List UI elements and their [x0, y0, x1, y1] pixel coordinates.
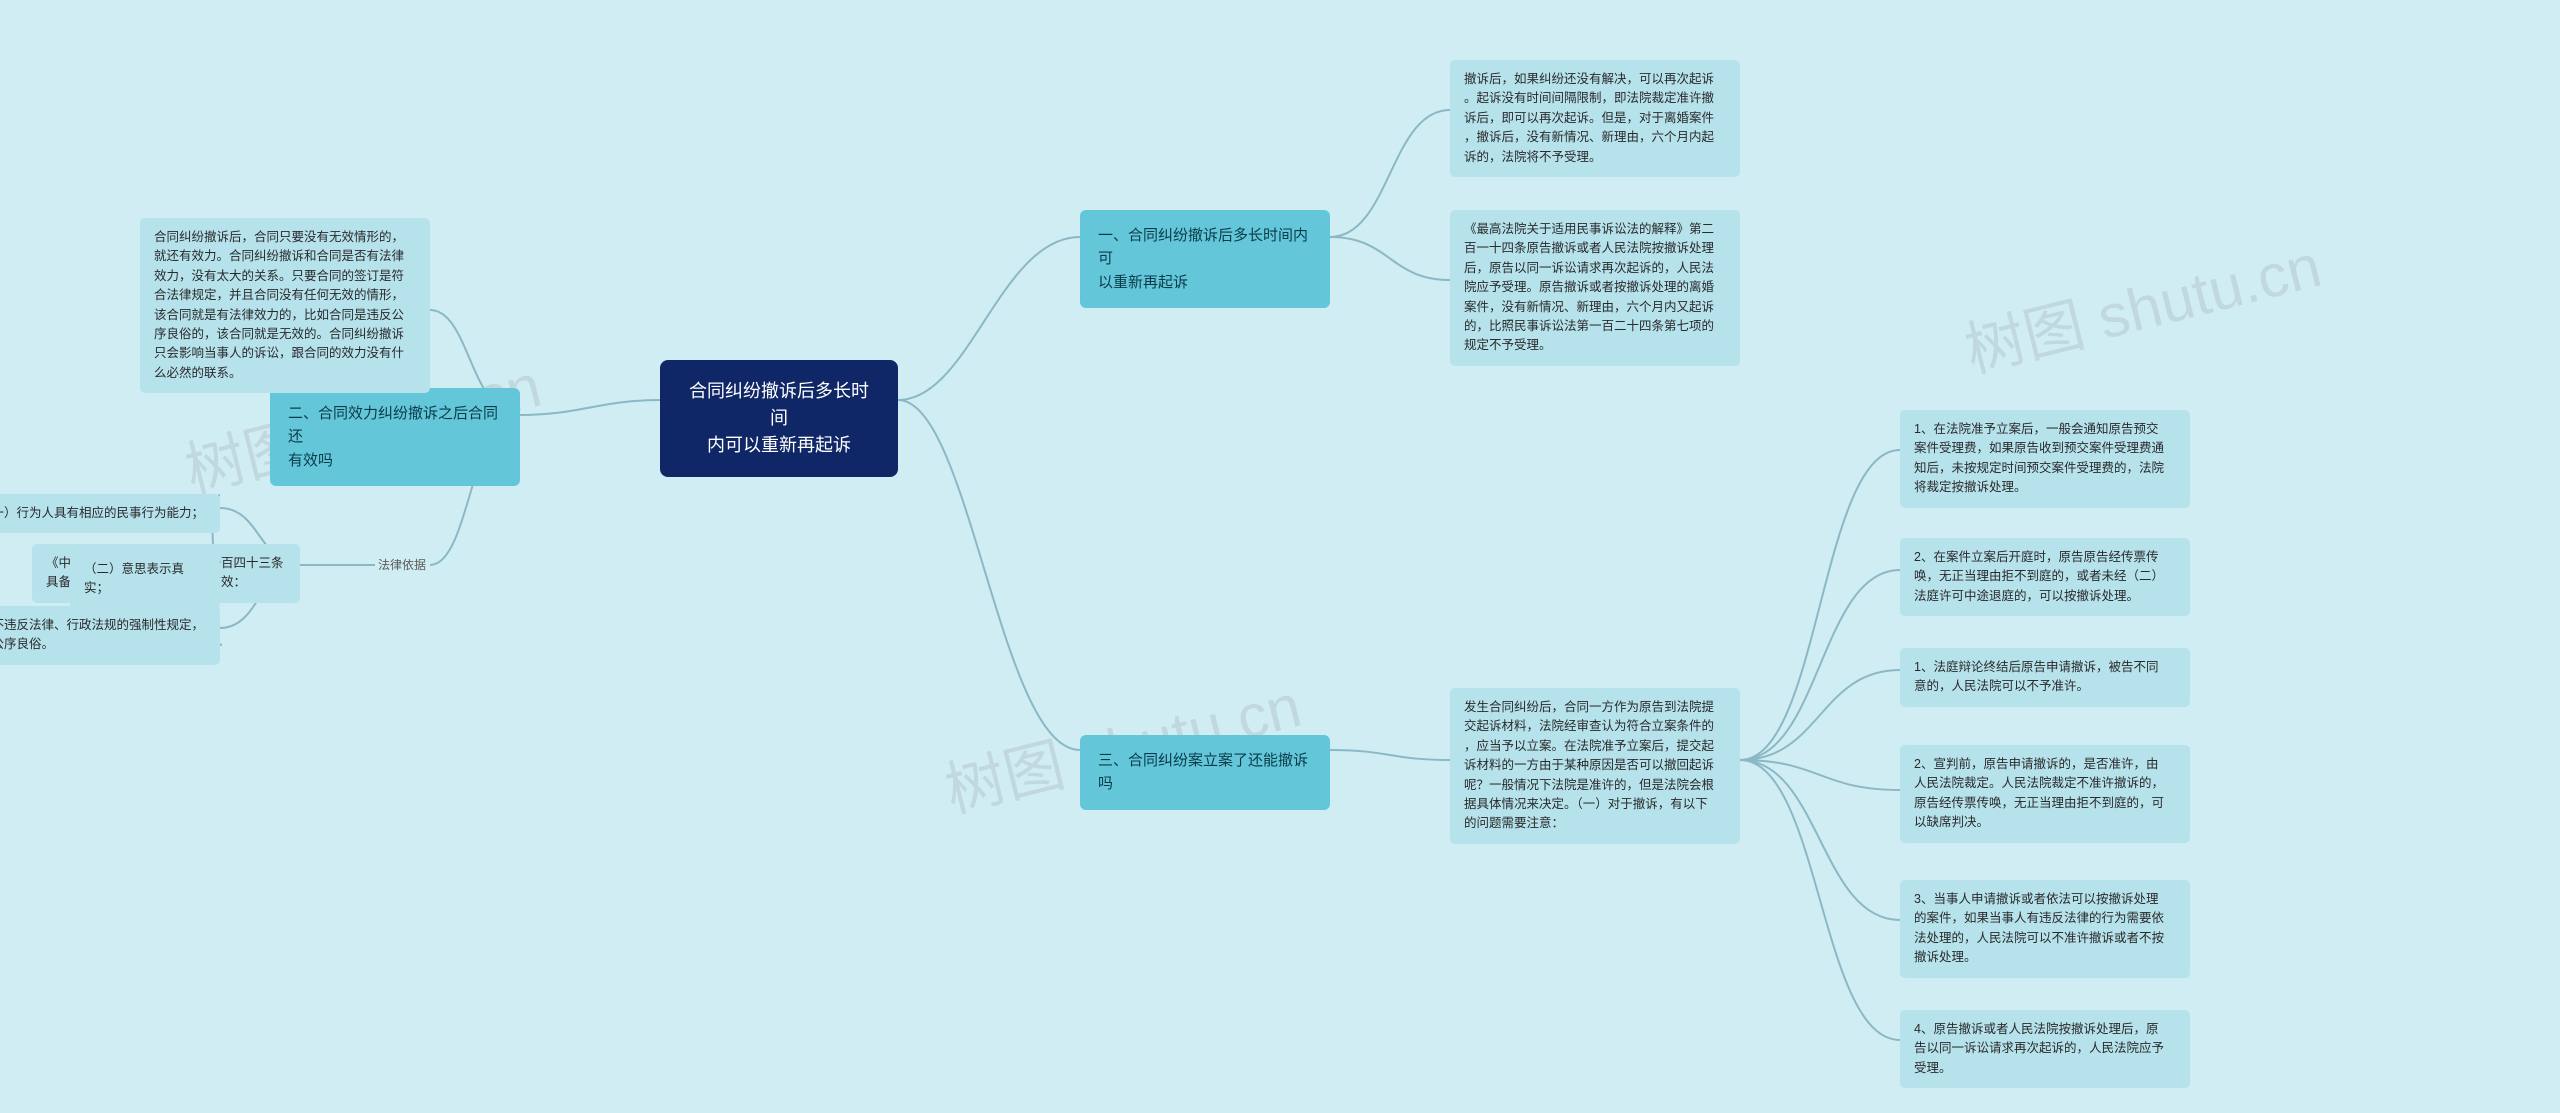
- section-node-3: 三、合同纠纷案立案了还能撤诉吗: [1080, 735, 1330, 810]
- leaf-s3a4: 2、宣判前，原告申请撤诉的，是否准许，由人民法院裁定。人民法院裁定不准许撤诉的，…: [1900, 745, 2190, 843]
- leaf-s3a3: 1、法庭辩论终结后原告申请撤诉，被告不同意的，人民法院可以不予准许。: [1900, 648, 2190, 707]
- label-legal-basis: 法律依据: [378, 556, 438, 575]
- leaf-s1b: 《最高法院关于适用民事诉讼法的解释》第二百一十四条原告撤诉或者人民法院按撤诉处理…: [1450, 210, 1740, 366]
- leaf-s2b1: （一）行为人具有相应的民事行为能力；: [0, 494, 220, 533]
- section-node-2: 二、合同效力纠纷撤诉之后合同还有效吗: [270, 388, 520, 486]
- leaf-s2b3: （三）不违反法律、行政法规的强制性规定，不违背公序良俗。: [0, 606, 220, 665]
- leaf-s3a1: 1、在法院准予立案后，一般会通知原告预交案件受理费，如果原告收到预交案件受理费通…: [1900, 410, 2190, 508]
- leaf-s3a6: 4、原告撤诉或者人民法院按撤诉处理后，原告以同一诉讼请求再次起诉的，人民法院应予…: [1900, 1010, 2190, 1088]
- leaf-s2a: 合同纠纷撤诉后，合同只要没有无效情形的，就还有效力。合同纠纷撤诉和合同是否有法律…: [140, 218, 430, 393]
- root-node: 合同纠纷撤诉后多长时间内可以重新再起诉: [660, 360, 898, 477]
- leaf-s2b2: （二）意思表示真实；: [70, 550, 220, 609]
- section-node-1: 一、合同纠纷撤诉后多长时间内可以重新再起诉: [1080, 210, 1330, 308]
- leaf-s3a5: 3、当事人申请撤诉或者依法可以按撤诉处理的案件，如果当事人有违反法律的行为需要依…: [1900, 880, 2190, 978]
- leaf-s1a: 撤诉后，如果纠纷还没有解决，可以再次起诉。起诉没有时间间隔限制，即法院裁定准许撤…: [1450, 60, 1740, 177]
- watermark: 树图 shutu.cn: [1955, 217, 2329, 389]
- leaf-s3a2: 2、在案件立案后开庭时，原告原告经传票传唤，无正当理由拒不到庭的，或者未经（二）…: [1900, 538, 2190, 616]
- leaf-s3a: 发生合同纠纷后，合同一方作为原告到法院提交起诉材料，法院经审查认为符合立案条件的…: [1450, 688, 1740, 844]
